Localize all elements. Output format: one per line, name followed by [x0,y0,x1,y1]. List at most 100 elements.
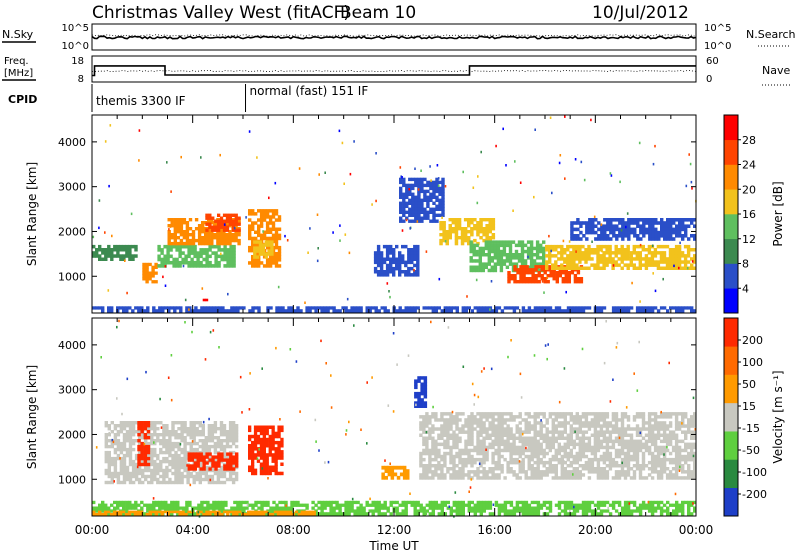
scatter-cell [566,421,570,425]
scatter-cell [467,430,471,434]
scatter-cell [620,306,625,310]
scatter-cell [173,309,177,313]
scatter-cell [150,439,154,443]
scatter-cell [626,254,630,258]
scatter-cell [119,465,124,470]
scatter-cell [617,433,622,437]
scatter-cell [122,471,127,476]
scatter-cell [190,464,194,468]
scatter-cell [271,459,275,463]
scatter-cell [488,306,493,310]
scatter-cell [128,439,133,443]
scatter-cell [602,415,607,419]
scatter-cell [560,460,564,465]
beam-title: Beam 10 [340,3,416,23]
scatter-cell [107,309,111,313]
scatter-cell [221,500,225,505]
scatter-cell [560,424,564,428]
scatter-cell [228,241,232,246]
scatter-echo [413,269,415,272]
scatter-cell [593,263,597,267]
scatter-cell [122,477,127,482]
scatter-cell [668,251,673,255]
power-x-ticks [91,115,697,313]
scatter-cell [131,430,136,434]
scatter-cell [225,233,229,237]
scatter-cell [629,433,634,437]
scatter-cell [523,259,528,263]
scatter-cell [554,470,558,474]
scatter-cell [443,433,447,437]
scatter-cell [232,467,236,471]
scatter-cell [597,221,601,225]
scatter-cell [671,476,676,480]
scatter-cell [385,273,390,277]
scatter-cell [488,230,492,234]
scatter-cell [557,412,561,416]
scatter-cell [638,306,643,310]
scatter-cell [512,451,516,456]
scatter-cell [140,430,144,434]
scatter-cell [428,448,432,453]
scatter-cell [185,503,189,507]
scatter-cell [173,233,177,237]
scatter-cell [122,512,126,516]
scatter-cell [110,309,114,313]
scatter-cell [635,448,640,453]
scatter-cell [681,457,685,462]
scatter-echo [590,118,592,122]
scatter-cell [578,445,582,450]
scatter-cell [190,251,194,255]
scatter-echo [490,280,493,283]
scatter-echo [574,158,577,161]
scatter-echo [126,291,128,295]
scatter-cell [402,207,406,211]
scatter-cell [515,306,520,310]
scatter-cell [156,480,160,485]
scatter-cell [181,260,185,265]
scatter-cell [464,421,468,425]
scatter-cell [615,234,619,238]
scatter-cell [414,404,418,408]
scatter-cell [659,424,664,428]
scatter-cell [644,427,649,431]
scatter-cell [251,444,255,448]
scatter-cell [552,271,556,275]
scatter-cell [417,195,421,199]
scatter-cell [159,474,163,479]
scatter-cell [205,452,209,456]
scatter-cell [620,266,624,270]
scatter-cell [210,436,215,440]
scatter-cell [223,458,227,462]
scatter-cell [420,186,424,191]
scatter-cell [408,201,412,205]
scatter-cell [150,447,154,452]
scatter-echo [690,180,693,184]
scatter-cell [255,246,260,250]
scatter-cell [569,244,573,249]
scatter-cell [677,260,682,264]
scatter-cell [277,447,281,451]
scatter-cell [542,464,546,468]
scatter-cell [632,248,636,252]
scatter-cell [199,251,203,255]
scatter-cell [437,433,441,437]
scatter-cell [525,277,529,281]
scatter-cell [651,224,655,228]
scatter-cell [110,441,114,446]
scatter-cell [446,445,450,450]
scatter-cell [535,243,540,248]
scatter-cell [420,177,424,182]
scatter-cell [479,306,483,310]
scatter-cell [693,451,697,456]
scatter-cell [232,458,236,462]
scatter-cell [214,219,218,223]
scatter-cell [482,448,486,453]
scatter-cell [596,473,601,477]
scatter-cell [226,257,230,262]
scatter-cell [554,448,558,453]
scatter-cell [690,257,694,261]
scatter-cell [419,424,423,428]
scatter-cell [407,273,411,277]
scatter-cell [170,306,174,310]
